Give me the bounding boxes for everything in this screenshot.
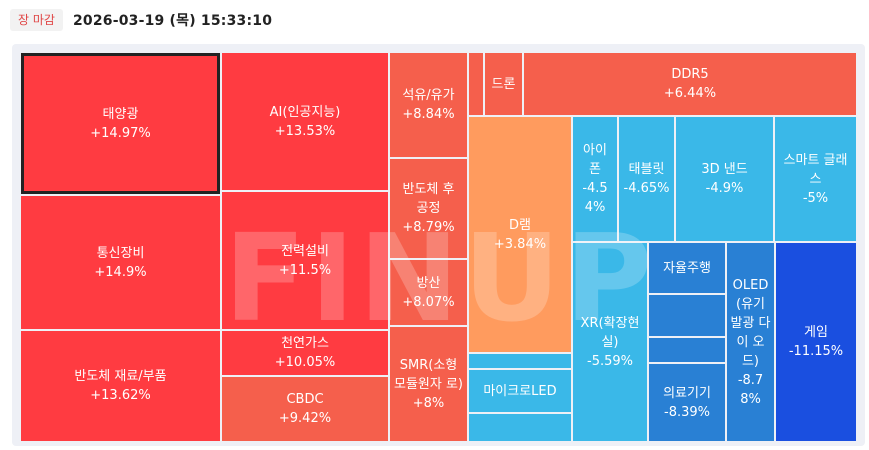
tile-change: +8.84% <box>402 107 455 122</box>
tile-solar[interactable]: 태양광 +14.97% <box>21 53 220 194</box>
tile-change: +14.97% <box>90 125 151 141</box>
tile-change: -5% <box>802 190 829 206</box>
tile-change: -4.65% <box>623 181 670 196</box>
sector-treemap: 태양광 +14.97% 통신장비 +14.9% 반도체 재료/부품 +13.62… <box>12 44 865 446</box>
tile-semi-backend[interactable]: 반도체 후 공정 +8.79% <box>390 159 467 258</box>
tile-name: 천연가스 <box>281 336 329 351</box>
tile-small-blue-bottom[interactable] <box>469 414 571 441</box>
tile-change: +8.79% <box>402 220 455 235</box>
tile-natural-gas[interactable]: 천연가스 +10.05% <box>222 331 388 375</box>
timestamp: 2026-03-19 (목) 15:33:10 <box>72 13 273 29</box>
tile-ai[interactable]: AI(인공지능) +13.53% <box>222 53 388 190</box>
tile-change: +14.9% <box>94 264 147 280</box>
tile-change: -8.39% <box>664 404 710 420</box>
tile-semi-materials[interactable]: 반도체 재료/부품 +13.62% <box>21 331 220 441</box>
tile-cbdc[interactable]: CBDC +9.42% <box>222 377 388 441</box>
tile-change: +6.44% <box>663 86 717 101</box>
tile-oil[interactable]: 석유/유가 +8.84% <box>390 53 467 157</box>
tile-dram[interactable]: D램 +3.84% <box>469 117 571 352</box>
tile-blue-mid-1[interactable] <box>649 295 725 336</box>
tile-ddr5[interactable]: DDR5 +6.44% <box>524 53 856 115</box>
tile-name: 3D 낸드 <box>701 162 748 177</box>
tile-name: 게임 <box>804 325 828 340</box>
tile-name: 방산 <box>416 275 441 291</box>
tile-xr[interactable]: XR(확장현 실) -5.59% <box>573 243 647 441</box>
tile-name: XR(확장현 실) <box>580 315 640 350</box>
tile-power-equipment[interactable]: 전력설비 +11.5% <box>222 192 388 329</box>
tile-name: 태양광 <box>102 106 139 122</box>
tile-name: 석유/유가 <box>402 88 455 103</box>
tile-change: -8.7 8% <box>737 372 764 407</box>
tile-small-blue[interactable] <box>469 354 571 368</box>
tile-tablet[interactable]: 태블릿 -4.65% <box>619 117 674 241</box>
tile-telecom[interactable]: 통신장비 +14.9% <box>21 196 220 329</box>
tile-change: +11.5% <box>278 262 332 278</box>
tile-name: CBDC <box>286 392 324 407</box>
tile-name: DDR5 <box>671 67 709 82</box>
tile-name: 반도체 재료/부품 <box>74 369 167 384</box>
tile-name: 의료기기 <box>663 385 711 401</box>
tile-change: +13.62% <box>90 388 151 403</box>
tile-name: 전력설비 <box>281 243 329 259</box>
tile-change: -5.59% <box>587 353 633 369</box>
tile-drone[interactable]: 드론 <box>485 53 522 115</box>
tile-microled[interactable]: 마이크로LED <box>469 370 571 412</box>
tile-change: -4.9% <box>705 181 744 196</box>
tile-defense[interactable]: 방산 +8.07% <box>390 260 467 325</box>
tile-3d-nand[interactable]: 3D 낸드 -4.9% <box>676 117 773 241</box>
tile-autonomous-driving[interactable]: 자율주행 <box>649 243 725 293</box>
tile-change: +13.53% <box>274 123 336 139</box>
tile-smr[interactable]: SMR(소형 모듈원자 로) +8% <box>390 327 467 441</box>
tile-iphone[interactable]: 아이 폰 -4.5 4% <box>573 117 617 241</box>
tile-change: +10.05% <box>274 355 336 370</box>
status-badge: 장 마감 <box>10 9 63 31</box>
tile-oled[interactable]: OLED (유기 발광 다이 오드) -8.7 8% <box>727 243 774 441</box>
tile-name: 반도체 후 공정 <box>402 182 455 216</box>
tile-change: +8% <box>412 395 445 411</box>
tile-name: D램 <box>509 217 531 233</box>
tile-game[interactable]: 게임 -11.15% <box>776 243 856 441</box>
tile-name: 태블릿 <box>628 162 665 177</box>
tile-name: OLED (유기 발광 다이 오드) <box>730 277 771 369</box>
tile-name: 스마트 글래스 <box>783 152 848 187</box>
tile-smart-glass[interactable]: 스마트 글래스 -5% <box>775 117 856 241</box>
tile-medical-devices[interactable]: 의료기기 -8.39% <box>649 364 725 441</box>
header-bar: 장 마감 2026-03-19 (목) 15:33:10 <box>10 8 272 32</box>
tile-blue-mid-2[interactable] <box>649 338 725 362</box>
tile-change: -4.5 4% <box>582 181 608 215</box>
tile-change: +8.07% <box>402 294 455 310</box>
tile-change: +3.84% <box>493 236 547 252</box>
tile-name: 드론 <box>491 76 516 92</box>
tile-name: 아이 폰 <box>583 143 607 177</box>
tile-name: AI(인공지능) <box>269 104 341 120</box>
tile-change: -11.15% <box>788 344 844 359</box>
tile-name: 통신장비 <box>96 245 145 261</box>
tile-name: SMR(소형 모듈원자 로) <box>394 357 464 392</box>
tile-name: 자율주행 <box>663 260 711 276</box>
tile-small-top[interactable] <box>469 53 483 115</box>
tile-change: +9.42% <box>278 411 332 426</box>
tile-name: 마이크로LED <box>483 383 557 399</box>
